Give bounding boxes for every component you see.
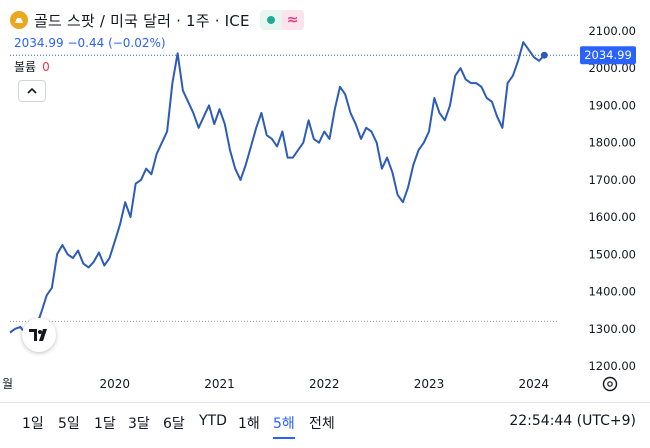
- quote-line: 2034.99 −0.44 (−0.02%): [14, 36, 166, 50]
- last-price-tag-text: 2034.99: [584, 48, 632, 62]
- y-tick-label: 1700.00: [588, 173, 636, 187]
- volume-label: 볼륨: [14, 60, 37, 74]
- price-change-pct: (−0.02%): [108, 36, 166, 50]
- time-range-bar: 1일 5일 1달 3달 6달 YTD 1해 5해 전체 22:54:44 (UT…: [0, 402, 650, 439]
- last-price: 2034.99: [14, 36, 64, 50]
- y-tick-label: 1900.00: [588, 98, 636, 112]
- chevron-up-icon: [27, 87, 37, 94]
- settings-icon[interactable]: [602, 376, 618, 392]
- symbol-header: 골드 스팟 / 미국 달러 · 1주 · ICE ≈: [10, 8, 304, 32]
- y-tick-label: 1400.00: [588, 285, 636, 299]
- y-tick-label: 2000.00: [588, 61, 636, 75]
- range-5y[interactable]: 5해: [273, 413, 295, 439]
- range-ytd[interactable]: YTD: [199, 413, 227, 429]
- symbol-title: 골드 스팟 / 미국 달러 · 1주 · ICE: [34, 11, 250, 30]
- market-status-pill[interactable]: ≈: [259, 10, 304, 30]
- last-price-dot: [540, 51, 548, 59]
- x-tick-label: 2021: [204, 377, 235, 391]
- y-tick-label: 1200.00: [588, 359, 636, 373]
- price-line: [9, 41, 546, 336]
- volume-value: 0: [42, 60, 50, 74]
- gold-coin-icon: [10, 11, 28, 29]
- range-3m[interactable]: 3달: [128, 416, 150, 432]
- range-1d[interactable]: 1일: [22, 416, 44, 432]
- range-5d[interactable]: 5일: [58, 416, 80, 432]
- y-tick-label: 1300.00: [588, 322, 636, 336]
- x-tick-label: 2023: [414, 377, 445, 391]
- tradingview-logo[interactable]: [22, 318, 56, 352]
- range-1m[interactable]: 1달: [94, 416, 116, 432]
- range-1y[interactable]: 1해: [238, 416, 260, 432]
- x-tick-label: 2020: [99, 377, 130, 391]
- y-tick-label: 1600.00: [588, 210, 636, 224]
- tv-logo-icon: [29, 329, 47, 341]
- collapse-legend-button[interactable]: [18, 80, 46, 102]
- y-tick-label: 1800.00: [588, 136, 636, 150]
- range-6m[interactable]: 6달: [163, 416, 185, 432]
- volume-legend: 볼륨 0: [14, 58, 50, 75]
- x-tick-label: 2022: [309, 377, 340, 391]
- x-tick-label: 2024: [519, 377, 550, 391]
- wave-icon: ≈: [281, 10, 304, 30]
- y-tick-label: 2100.00: [588, 24, 636, 38]
- y-tick-label: 1500.00: [588, 247, 636, 261]
- clock: 22:54:44 (UTC+9): [509, 413, 636, 429]
- market-open-icon: [259, 10, 282, 30]
- last-price-tag: [580, 46, 636, 65]
- price-change: −0.44: [67, 36, 105, 50]
- x-edge-label: 월: [2, 377, 13, 391]
- range-all[interactable]: 전체: [309, 416, 335, 432]
